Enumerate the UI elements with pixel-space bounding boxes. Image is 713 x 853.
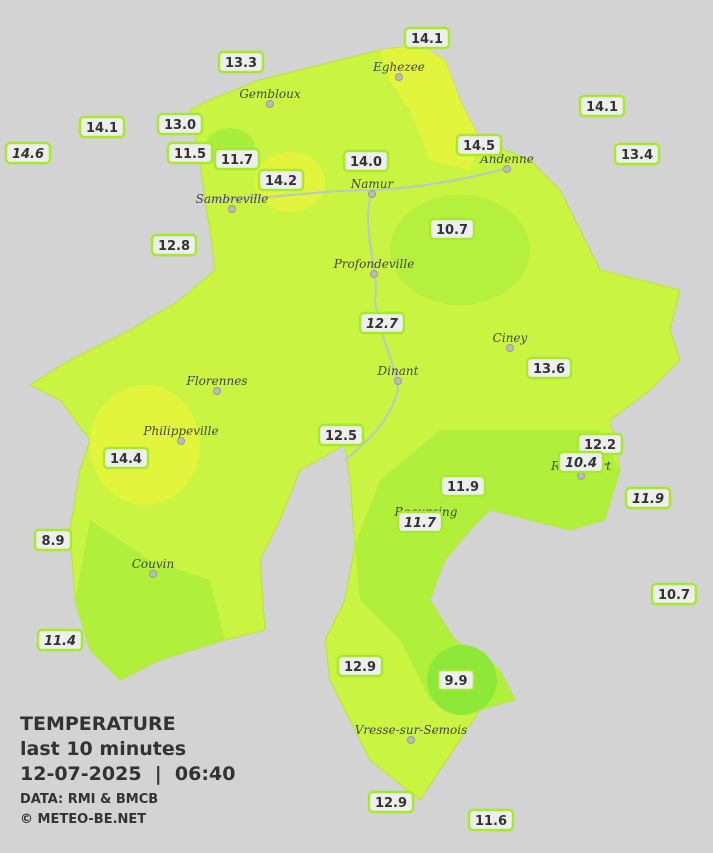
station-box xyxy=(150,233,198,257)
station-box xyxy=(367,790,415,814)
source: DATA: RMI & BMCB xyxy=(20,792,158,807)
town-dot xyxy=(266,100,274,108)
cool-zone xyxy=(75,520,225,680)
credit: © METEO-BE.NET xyxy=(20,812,146,827)
station-box xyxy=(439,474,487,498)
station-box xyxy=(4,141,52,165)
station-box xyxy=(358,311,406,335)
station-box xyxy=(336,654,384,678)
town-label: Couvin xyxy=(132,557,174,571)
town-label: Profondeville xyxy=(333,257,415,271)
station-box xyxy=(102,446,150,470)
station-value: 11.6 xyxy=(475,814,507,829)
station-box xyxy=(467,808,515,832)
town-dot xyxy=(177,437,185,445)
town-dot xyxy=(370,270,378,278)
datetime: 12-07-2025 | 06:40 xyxy=(20,763,235,785)
station-value: 10.7 xyxy=(436,223,468,238)
title: TEMPERATURE xyxy=(20,713,176,735)
town-dot xyxy=(368,190,376,198)
warm-zone xyxy=(90,385,200,505)
station-box xyxy=(455,133,503,157)
station-value: 11.7 xyxy=(221,153,253,168)
town-label: Florennes xyxy=(186,374,248,388)
station-value: 12.5 xyxy=(325,429,357,444)
station-box xyxy=(213,147,261,171)
station-box xyxy=(650,582,698,606)
warm-zone xyxy=(380,45,480,170)
town-label: Sambreville xyxy=(196,192,269,206)
cool-zone xyxy=(390,195,530,305)
station-value: 14.1 xyxy=(86,121,118,136)
town-label: Namur xyxy=(350,177,395,191)
station-box xyxy=(78,115,126,139)
subtitle: last 10 minutes xyxy=(20,738,186,760)
station-value: 14.6 xyxy=(12,147,44,162)
station-value: 11.7 xyxy=(404,516,437,531)
station-box xyxy=(624,486,672,510)
station-box xyxy=(613,142,661,166)
station-box xyxy=(217,50,265,74)
station-box xyxy=(156,112,204,136)
station-value: 8.9 xyxy=(41,534,64,549)
station-value: 14.1 xyxy=(586,100,618,115)
station-value: 13.4 xyxy=(621,148,653,163)
station-box xyxy=(428,217,476,241)
station-value: 9.9 xyxy=(444,674,467,689)
station-value: 11.9 xyxy=(447,480,479,495)
town-label: Gembloux xyxy=(239,87,301,101)
town-dot xyxy=(395,73,403,81)
station-value: 12.8 xyxy=(158,239,190,254)
town-label: Ciney xyxy=(493,331,528,345)
town-dot xyxy=(149,570,157,578)
station-value: 12.9 xyxy=(375,796,407,811)
town-dot xyxy=(407,736,415,744)
town-dot xyxy=(577,472,585,480)
town-dot xyxy=(228,205,236,213)
station-value: 14.5 xyxy=(463,139,495,154)
town-dot xyxy=(394,377,402,385)
station-box xyxy=(342,149,390,173)
station-box xyxy=(525,356,573,380)
town-dot xyxy=(213,387,221,395)
station-value: 13.0 xyxy=(164,118,196,133)
station-value: 12.7 xyxy=(366,317,399,332)
town-label: Philippeville xyxy=(142,424,218,438)
town-dot xyxy=(506,344,514,352)
station-box xyxy=(33,528,73,552)
cool-zone xyxy=(355,430,620,710)
station-value: 11.5 xyxy=(174,147,206,162)
town-label: Eghezee xyxy=(372,60,425,74)
station-value: 11.4 xyxy=(44,634,76,649)
station-box xyxy=(396,510,444,534)
station-value: 12.2 xyxy=(584,438,616,453)
station-box xyxy=(557,450,605,474)
town-label: Vresse-sur-Semois xyxy=(355,723,468,737)
station-box xyxy=(257,168,305,192)
town-dot xyxy=(503,165,511,173)
station-value: 14.4 xyxy=(110,452,142,467)
station-value: 10.7 xyxy=(658,588,690,603)
station-box xyxy=(436,668,476,692)
station-value: 14.0 xyxy=(350,155,382,170)
station-box xyxy=(166,141,214,165)
station-value: 13.3 xyxy=(225,56,257,71)
station-value: 14.2 xyxy=(265,174,297,189)
station-value: 11.9 xyxy=(632,492,664,507)
station-box xyxy=(403,26,451,50)
station-value: 10.4 xyxy=(565,456,597,471)
station-box xyxy=(578,94,626,118)
station-value: 12.9 xyxy=(344,660,376,675)
station-value: 14.1 xyxy=(411,32,443,47)
station-box xyxy=(36,628,84,652)
station-box xyxy=(317,423,365,447)
town-label: Dinant xyxy=(377,364,419,378)
station-value: 13.6 xyxy=(533,362,565,377)
river xyxy=(209,167,511,461)
